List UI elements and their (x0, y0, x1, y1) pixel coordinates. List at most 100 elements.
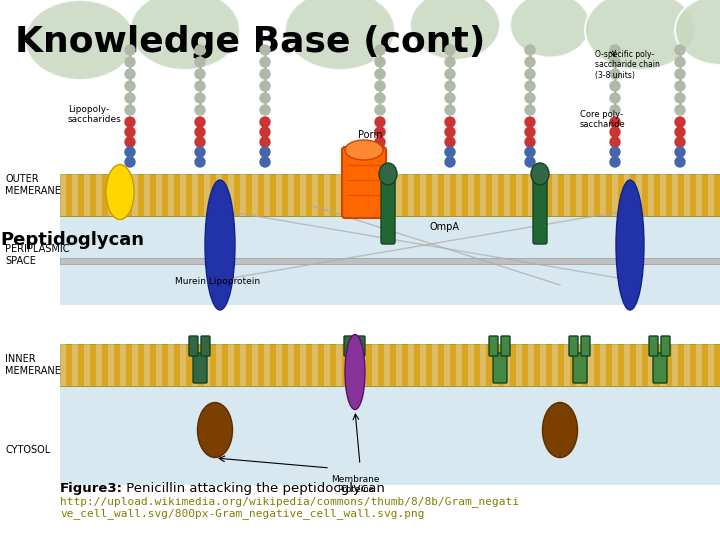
FancyBboxPatch shape (216, 344, 222, 386)
Circle shape (260, 117, 270, 127)
FancyBboxPatch shape (612, 174, 618, 216)
Circle shape (375, 81, 385, 91)
Circle shape (125, 137, 135, 147)
Text: Murein Lipoprotein: Murein Lipoprotein (175, 277, 260, 286)
FancyBboxPatch shape (60, 174, 66, 216)
FancyBboxPatch shape (581, 336, 590, 356)
FancyBboxPatch shape (504, 344, 510, 386)
Ellipse shape (25, 0, 135, 80)
FancyBboxPatch shape (60, 344, 66, 386)
FancyBboxPatch shape (480, 174, 486, 216)
FancyBboxPatch shape (564, 344, 570, 386)
Circle shape (375, 137, 385, 147)
Circle shape (610, 45, 620, 55)
FancyBboxPatch shape (132, 344, 138, 386)
Circle shape (675, 93, 685, 103)
Circle shape (675, 117, 685, 127)
Circle shape (610, 117, 620, 127)
Circle shape (260, 93, 270, 103)
Circle shape (125, 147, 135, 157)
Circle shape (675, 57, 685, 67)
FancyBboxPatch shape (60, 174, 720, 216)
FancyBboxPatch shape (60, 344, 720, 386)
FancyBboxPatch shape (201, 336, 210, 356)
FancyBboxPatch shape (576, 344, 582, 386)
FancyBboxPatch shape (276, 174, 282, 216)
Circle shape (445, 137, 455, 147)
FancyBboxPatch shape (696, 344, 702, 386)
Circle shape (445, 117, 455, 127)
FancyBboxPatch shape (60, 190, 720, 305)
Ellipse shape (510, 0, 590, 57)
Ellipse shape (285, 0, 395, 70)
Circle shape (610, 93, 620, 103)
Circle shape (125, 81, 135, 91)
FancyBboxPatch shape (144, 174, 150, 216)
FancyBboxPatch shape (312, 344, 318, 386)
Circle shape (675, 157, 685, 167)
Circle shape (445, 45, 455, 55)
FancyBboxPatch shape (120, 174, 126, 216)
Circle shape (195, 137, 205, 147)
FancyBboxPatch shape (72, 174, 78, 216)
FancyBboxPatch shape (456, 344, 462, 386)
Circle shape (525, 93, 535, 103)
FancyBboxPatch shape (516, 344, 522, 386)
FancyBboxPatch shape (384, 174, 390, 216)
Circle shape (610, 127, 620, 137)
FancyBboxPatch shape (456, 174, 462, 216)
FancyBboxPatch shape (660, 344, 666, 386)
Circle shape (125, 57, 135, 67)
FancyBboxPatch shape (264, 174, 270, 216)
FancyBboxPatch shape (573, 353, 587, 383)
FancyBboxPatch shape (468, 174, 474, 216)
FancyBboxPatch shape (204, 344, 210, 386)
Circle shape (525, 45, 535, 55)
Ellipse shape (345, 334, 365, 409)
FancyBboxPatch shape (324, 174, 330, 216)
FancyBboxPatch shape (444, 174, 450, 216)
Ellipse shape (410, 0, 500, 60)
FancyBboxPatch shape (661, 336, 670, 356)
Circle shape (525, 157, 535, 167)
FancyBboxPatch shape (552, 344, 558, 386)
Circle shape (610, 137, 620, 147)
FancyBboxPatch shape (96, 344, 102, 386)
FancyBboxPatch shape (360, 174, 366, 216)
FancyBboxPatch shape (648, 174, 654, 216)
FancyBboxPatch shape (624, 174, 630, 216)
FancyBboxPatch shape (96, 174, 102, 216)
FancyBboxPatch shape (408, 344, 414, 386)
Circle shape (525, 57, 535, 67)
FancyBboxPatch shape (60, 258, 720, 264)
FancyBboxPatch shape (156, 174, 162, 216)
FancyBboxPatch shape (156, 344, 162, 386)
FancyBboxPatch shape (492, 174, 498, 216)
FancyBboxPatch shape (396, 174, 402, 216)
FancyBboxPatch shape (180, 344, 186, 386)
Text: Membrane
Proteins: Membrane Proteins (330, 475, 379, 495)
Circle shape (195, 105, 205, 115)
FancyBboxPatch shape (636, 344, 642, 386)
FancyBboxPatch shape (408, 174, 414, 216)
Circle shape (195, 157, 205, 167)
FancyBboxPatch shape (588, 174, 594, 216)
FancyBboxPatch shape (660, 174, 666, 216)
FancyBboxPatch shape (516, 174, 522, 216)
FancyBboxPatch shape (348, 174, 354, 216)
Circle shape (445, 147, 455, 157)
FancyBboxPatch shape (501, 336, 510, 356)
FancyBboxPatch shape (348, 353, 362, 383)
Circle shape (125, 117, 135, 127)
FancyBboxPatch shape (372, 174, 378, 216)
FancyBboxPatch shape (672, 174, 678, 216)
Circle shape (375, 157, 385, 167)
Circle shape (260, 147, 270, 157)
Circle shape (260, 45, 270, 55)
FancyBboxPatch shape (252, 174, 258, 216)
Ellipse shape (531, 163, 549, 185)
Circle shape (260, 105, 270, 115)
FancyBboxPatch shape (276, 344, 282, 386)
FancyBboxPatch shape (600, 344, 606, 386)
Ellipse shape (585, 0, 695, 70)
